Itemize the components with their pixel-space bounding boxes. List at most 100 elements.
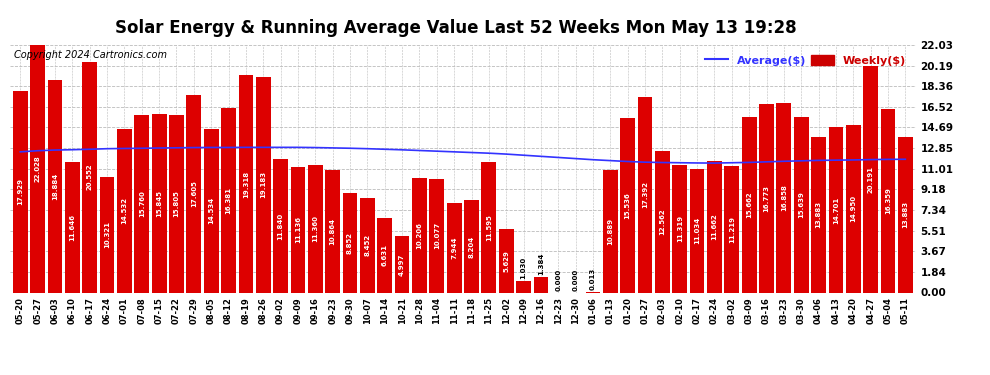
- Bar: [534, 277, 548, 292]
- Bar: [481, 162, 496, 292]
- Bar: [82, 62, 97, 292]
- Bar: [672, 165, 687, 292]
- Text: 1.030: 1.030: [521, 256, 527, 279]
- Text: Solar Energy & Running Average Value Last 52 Weeks Mon May 13 19:28: Solar Energy & Running Average Value Las…: [115, 19, 796, 37]
- Bar: [65, 162, 80, 292]
- Text: 10.889: 10.889: [607, 218, 614, 245]
- Text: 18.884: 18.884: [52, 173, 58, 200]
- Bar: [811, 136, 826, 292]
- Text: 17.605: 17.605: [191, 180, 197, 207]
- Text: 11.136: 11.136: [295, 216, 301, 243]
- Text: 15.845: 15.845: [156, 190, 162, 217]
- Text: 17.392: 17.392: [643, 181, 648, 208]
- Legend: Average($), Weekly($): Average($), Weekly($): [701, 51, 910, 70]
- Bar: [412, 178, 427, 292]
- Bar: [186, 95, 201, 292]
- Bar: [395, 236, 410, 292]
- Text: 14.532: 14.532: [122, 197, 128, 224]
- Bar: [48, 80, 62, 292]
- Bar: [881, 109, 895, 292]
- Text: 14.534: 14.534: [208, 197, 214, 225]
- Text: 8.852: 8.852: [347, 232, 353, 254]
- Text: 16.858: 16.858: [781, 184, 787, 211]
- Text: 19.318: 19.318: [243, 170, 248, 198]
- Bar: [794, 117, 809, 292]
- Text: 12.562: 12.562: [659, 209, 665, 235]
- Text: Copyright 2024 Cartronics.com: Copyright 2024 Cartronics.com: [15, 50, 167, 60]
- Bar: [291, 167, 305, 292]
- Text: 20.552: 20.552: [87, 164, 93, 190]
- Text: 5.629: 5.629: [503, 250, 509, 272]
- Bar: [863, 66, 878, 292]
- Bar: [169, 115, 184, 292]
- Bar: [776, 103, 791, 292]
- Bar: [516, 281, 531, 292]
- Bar: [446, 203, 461, 292]
- Text: 13.883: 13.883: [902, 201, 909, 228]
- Text: 0.013: 0.013: [590, 268, 596, 290]
- Bar: [326, 171, 340, 292]
- Bar: [464, 200, 479, 292]
- Text: 11.034: 11.034: [694, 217, 700, 244]
- Text: 10.864: 10.864: [330, 218, 336, 245]
- Text: 8.204: 8.204: [468, 235, 474, 258]
- Bar: [707, 162, 722, 292]
- Text: 22.028: 22.028: [35, 155, 41, 182]
- Text: 7.944: 7.944: [451, 237, 457, 259]
- Text: 11.840: 11.840: [277, 212, 283, 240]
- Text: 20.191: 20.191: [867, 166, 873, 193]
- Bar: [690, 168, 705, 292]
- Text: 6.631: 6.631: [382, 244, 388, 266]
- Bar: [221, 108, 236, 292]
- Text: 10.206: 10.206: [417, 222, 423, 249]
- Bar: [898, 136, 913, 292]
- Bar: [655, 152, 670, 292]
- Bar: [845, 124, 860, 292]
- Bar: [204, 129, 219, 292]
- Bar: [100, 177, 115, 292]
- Text: 10.321: 10.321: [104, 221, 110, 248]
- Bar: [13, 91, 28, 292]
- Bar: [31, 45, 45, 292]
- Bar: [135, 116, 149, 292]
- Bar: [360, 198, 375, 292]
- Bar: [255, 77, 270, 292]
- Bar: [239, 75, 253, 292]
- Text: 15.805: 15.805: [173, 190, 179, 217]
- Bar: [742, 117, 756, 292]
- Bar: [829, 128, 843, 292]
- Text: 11.646: 11.646: [69, 214, 75, 241]
- Text: 0.000: 0.000: [555, 269, 561, 291]
- Text: 19.183: 19.183: [260, 171, 266, 198]
- Text: 0.000: 0.000: [572, 269, 578, 291]
- Bar: [725, 166, 740, 292]
- Text: 16.773: 16.773: [763, 185, 769, 212]
- Text: 11.360: 11.360: [312, 215, 319, 242]
- Text: 1.384: 1.384: [538, 252, 544, 275]
- Bar: [638, 97, 652, 292]
- Text: 11.319: 11.319: [677, 215, 683, 243]
- Text: 13.883: 13.883: [816, 201, 822, 228]
- Text: 10.077: 10.077: [434, 222, 440, 249]
- Bar: [308, 165, 323, 292]
- Text: 14.950: 14.950: [850, 195, 856, 222]
- Bar: [273, 159, 288, 292]
- Bar: [430, 179, 445, 292]
- Text: 15.662: 15.662: [746, 191, 752, 218]
- Text: 16.381: 16.381: [226, 187, 232, 214]
- Text: 16.359: 16.359: [885, 187, 891, 214]
- Text: 14.701: 14.701: [833, 196, 839, 223]
- Text: 11.662: 11.662: [712, 214, 718, 240]
- Bar: [377, 218, 392, 292]
- Text: 11.595: 11.595: [486, 214, 492, 241]
- Text: 15.639: 15.639: [798, 191, 804, 218]
- Text: 11.219: 11.219: [729, 216, 735, 243]
- Text: 17.929: 17.929: [17, 178, 24, 205]
- Bar: [499, 229, 514, 292]
- Text: 8.452: 8.452: [364, 234, 370, 256]
- Bar: [151, 114, 166, 292]
- Text: 4.997: 4.997: [399, 253, 405, 276]
- Bar: [759, 104, 774, 292]
- Bar: [603, 170, 618, 292]
- Bar: [621, 118, 635, 292]
